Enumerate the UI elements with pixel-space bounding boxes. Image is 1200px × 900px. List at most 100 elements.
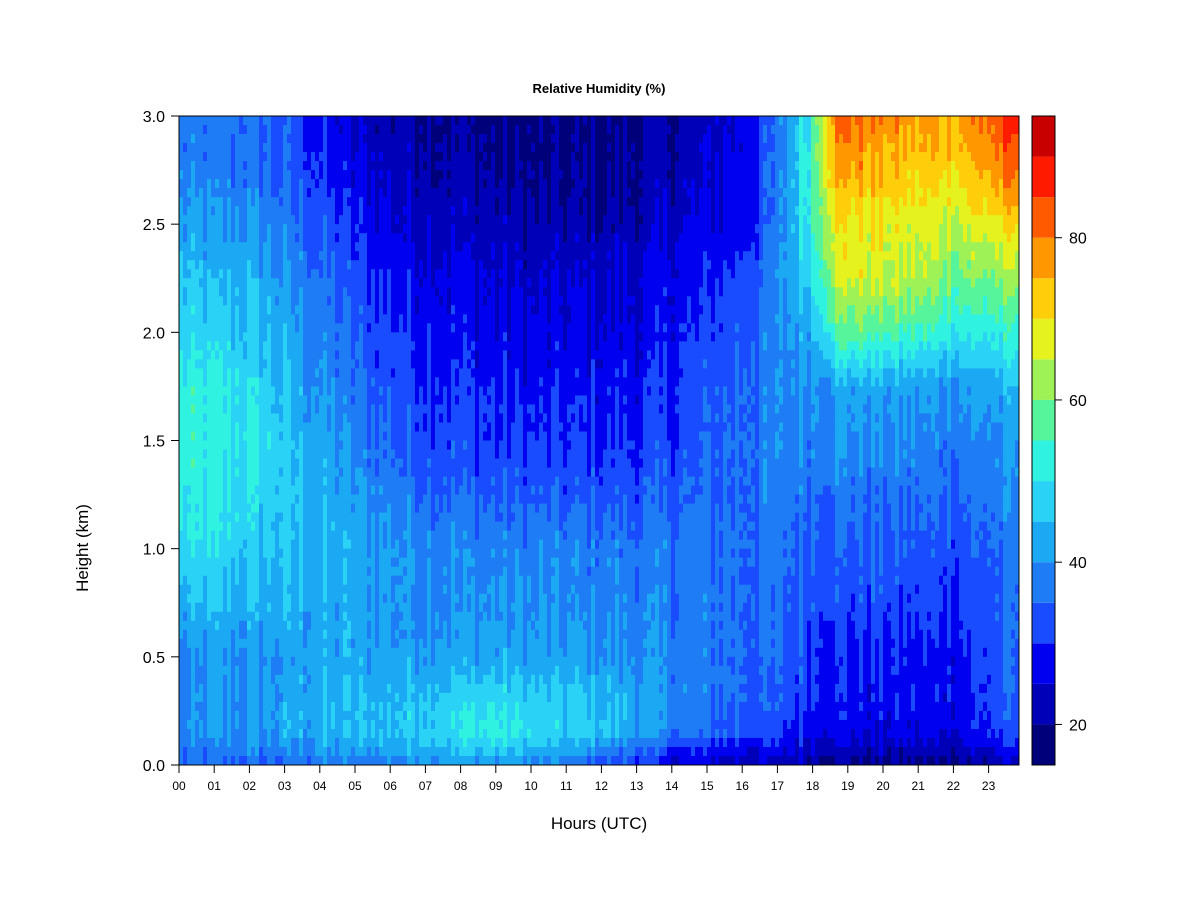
heatmap-cell	[355, 503, 360, 514]
heatmap-cell	[423, 575, 428, 586]
heatmap-cell	[271, 521, 276, 532]
heatmap-cell	[339, 350, 344, 360]
heatmap-cell	[331, 359, 336, 369]
heatmap-cell	[415, 485, 420, 496]
heatmap-cell	[339, 269, 344, 279]
heatmap-cell	[243, 548, 248, 559]
heatmap-cell	[375, 116, 380, 126]
heatmap-cell	[279, 557, 284, 568]
heatmap-cell	[443, 719, 448, 730]
heatmap-cell	[231, 152, 236, 162]
heatmap-cell	[331, 116, 336, 126]
heatmap-cell	[395, 287, 400, 297]
heatmap-cell	[195, 647, 200, 658]
heatmap-cell	[291, 143, 296, 153]
heatmap-cell	[267, 701, 272, 712]
heatmap-cell	[447, 341, 452, 351]
heatmap-cell	[287, 404, 292, 415]
heatmap-cell	[451, 710, 456, 721]
heatmap-cell	[319, 287, 324, 297]
heatmap-cell	[191, 359, 196, 369]
heatmap-cell	[415, 170, 420, 180]
heatmap-cell	[303, 395, 308, 406]
heatmap-cell	[263, 179, 268, 189]
heatmap-cell	[267, 755, 272, 765]
heatmap-cell	[271, 746, 276, 757]
heatmap-cell	[275, 665, 280, 676]
heatmap-cell	[255, 647, 260, 658]
heatmap-cell	[247, 359, 252, 369]
heatmap-cell	[375, 305, 380, 315]
heatmap-cell	[211, 233, 216, 243]
heatmap-cell	[223, 557, 228, 568]
heatmap-cell	[231, 440, 236, 451]
heatmap-cell	[179, 170, 184, 180]
heatmap-cell	[255, 683, 260, 694]
heatmap-cell	[411, 755, 416, 765]
heatmap-cell	[339, 548, 344, 559]
heatmap-cell	[379, 629, 384, 640]
heatmap-cell	[451, 485, 456, 496]
heatmap-cell	[283, 170, 288, 180]
heatmap-cell	[291, 665, 296, 676]
heatmap-cell	[199, 467, 204, 478]
heatmap-cell	[235, 206, 240, 216]
heatmap-cell	[439, 530, 444, 541]
heatmap-cell	[275, 503, 280, 514]
heatmap-cell	[323, 134, 328, 144]
heatmap-cell	[451, 503, 456, 514]
heatmap-cell	[335, 350, 340, 360]
heatmap-cell	[271, 719, 276, 730]
heatmap-cell	[407, 602, 412, 613]
heatmap-cell	[415, 575, 420, 586]
heatmap-cell	[235, 656, 240, 667]
heatmap-cell	[215, 332, 220, 342]
heatmap-cell	[391, 296, 396, 306]
heatmap-cell	[387, 593, 392, 604]
heatmap-cell	[435, 458, 440, 469]
heatmap-cell	[431, 638, 436, 649]
heatmap-cell	[343, 152, 348, 162]
heatmap-cell	[231, 224, 236, 234]
heatmap-cell	[407, 152, 412, 162]
heatmap-cell	[443, 251, 448, 261]
heatmap-cell	[343, 440, 348, 451]
heatmap-cell	[455, 359, 460, 369]
heatmap-cell	[291, 161, 296, 171]
heatmap-cell	[323, 521, 328, 532]
heatmap-cell	[219, 404, 224, 415]
heatmap-cell	[347, 431, 352, 442]
heatmap-cell	[287, 530, 292, 541]
heatmap-cell	[311, 512, 316, 523]
heatmap-cell	[355, 575, 360, 586]
heatmap-cell	[263, 737, 268, 748]
heatmap-cell	[203, 386, 208, 397]
heatmap-cell	[275, 269, 280, 279]
heatmap-cell	[207, 584, 212, 595]
heatmap-cell	[255, 143, 260, 153]
heatmap-cell	[179, 674, 184, 685]
heatmap-cell	[387, 728, 392, 739]
heatmap-cell	[447, 512, 452, 523]
heatmap-cell	[239, 647, 244, 658]
heatmap-cell	[287, 206, 292, 216]
heatmap-cell	[207, 215, 212, 225]
heatmap-cell	[235, 413, 240, 424]
heatmap-cell	[255, 701, 260, 712]
heatmap-cell	[243, 395, 248, 406]
heatmap-cell	[451, 350, 456, 360]
heatmap-cell	[411, 719, 416, 730]
heatmap-cell	[331, 674, 336, 685]
heatmap-cell	[187, 116, 192, 126]
heatmap-cell	[319, 125, 324, 135]
heatmap-cell	[435, 233, 440, 243]
heatmap-cell	[295, 368, 300, 378]
heatmap-cell	[287, 485, 292, 496]
heatmap-cell	[191, 692, 196, 703]
heatmap-cell	[259, 386, 264, 397]
heatmap-cell	[419, 494, 424, 505]
heatmap-cell	[391, 683, 396, 694]
heatmap-cell	[399, 386, 404, 397]
heatmap-cell	[183, 224, 188, 234]
heatmap-cell	[451, 719, 456, 730]
